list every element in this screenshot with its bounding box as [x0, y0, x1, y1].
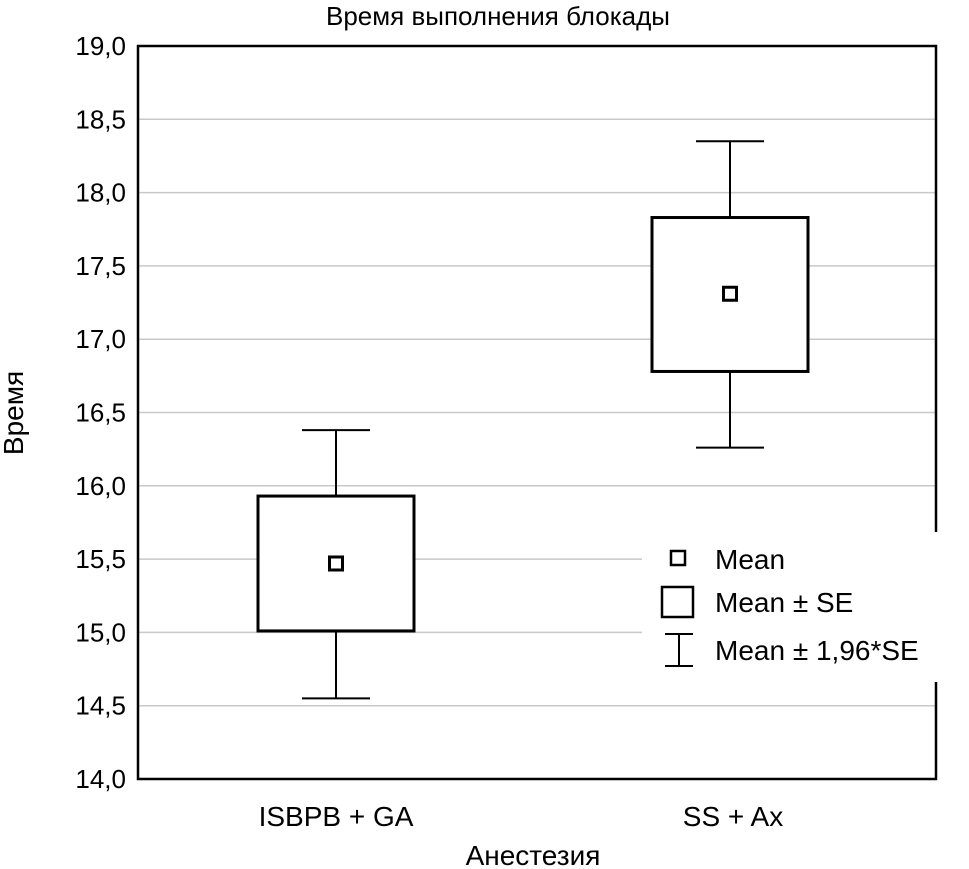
x-axis-label: Анестезия	[466, 840, 601, 869]
y-tick-label: 19,0	[75, 31, 126, 61]
y-axis-label: Время	[0, 371, 29, 455]
legend-se-marker	[660, 585, 695, 619]
y-tick-label: 15,5	[75, 544, 126, 574]
mean-marker	[722, 285, 738, 302]
legend-label-se: Mean ± SE	[715, 587, 853, 618]
y-tick-label: 17,0	[75, 324, 126, 354]
chart-title: Время выполнения блокады	[326, 1, 670, 31]
y-tick-label: 18,5	[75, 104, 126, 134]
legend: Mean Mean ± SE Mean ± 1,96*SE	[642, 532, 968, 682]
category-label: SS + Ax	[683, 801, 783, 832]
plot-frame	[136, 44, 938, 781]
y-tick-label: 14,0	[75, 764, 126, 794]
y-tick-label: 15,0	[75, 617, 126, 647]
y-tick-label: 16,5	[75, 398, 126, 428]
plot-border	[136, 44, 938, 781]
y-tick-label: 14,5	[75, 691, 126, 721]
mean-marker	[328, 555, 344, 572]
legend-mean-marker	[669, 549, 687, 567]
y-tick-label: 17,5	[75, 251, 126, 281]
category-label: ISBPB + GA	[259, 801, 414, 832]
y-tick-label: 16,0	[75, 471, 126, 501]
legend-label-ci: Mean ± 1,96*SE	[715, 635, 919, 666]
legend-background	[642, 532, 968, 682]
legend-label-mean: Mean	[715, 544, 785, 575]
y-axis-ticks: 14,0 14,5 15,0 15,5 16,0 16,5 17,0 17,5 18,0 18,5…	[75, 31, 126, 794]
y-tick-label: 18,0	[75, 178, 126, 208]
boxes	[256, 140, 810, 700]
